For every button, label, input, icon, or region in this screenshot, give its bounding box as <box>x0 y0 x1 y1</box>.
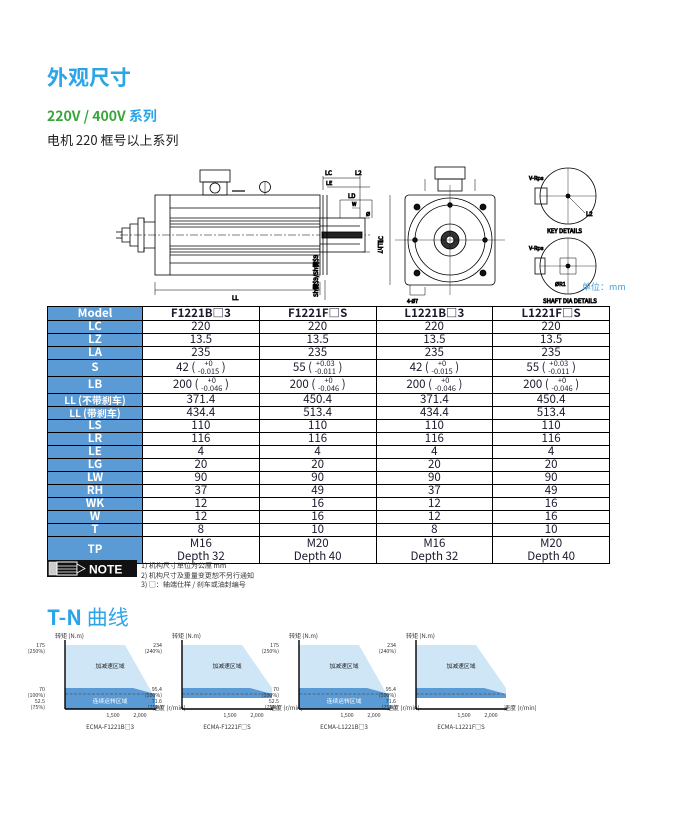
svg-text:加减速区域: 加减速区域 <box>212 661 241 670</box>
svg-text:连续运转区域: 连续运转区域 <box>443 696 478 705</box>
svg-text:加减速区域: 加减速区域 <box>95 661 124 670</box>
svg-text:(240%): (240%) <box>144 647 161 655</box>
svg-text:NOTE: NOTE <box>89 563 122 577</box>
svg-text:(75%): (75%) <box>264 703 279 711</box>
svg-text:转矩 (N.m): 转矩 (N.m) <box>289 631 318 640</box>
svg-text:SHAFT DIA DETAILS: SHAFT DIA DETAILS <box>543 296 597 305</box>
svg-text:连续运转区域: 连续运转区域 <box>326 696 361 705</box>
svg-text:LD: LD <box>348 191 355 200</box>
svg-text:ECMA-F1221F□S: ECMA-F1221F□S <box>203 722 251 731</box>
svg-text:LE: LE <box>326 179 332 187</box>
svg-text:LC: LC <box>376 236 385 243</box>
svg-text:1,500: 1,500 <box>457 711 470 719</box>
svg-text:ECMA-L1221F□S: ECMA-L1221F□S <box>437 722 485 731</box>
svg-text:加减速区域: 加减速区域 <box>446 661 475 670</box>
svg-text:转矩 (N.m): 转矩 (N.m) <box>406 631 435 640</box>
svg-text:(75%): (75%) <box>30 703 45 711</box>
svg-text:KEY DETAILS: KEY DETAILS <box>547 226 582 235</box>
svg-text:转矩 (N.m): 转矩 (N.m) <box>172 631 201 640</box>
svg-text:Sh键$9/Sh键$9: Sh键$9/Sh键$9 <box>311 255 320 297</box>
svg-text:2,000: 2,000 <box>484 711 497 719</box>
svg-text:(240%): (240%) <box>378 647 395 655</box>
svg-text:4-Ø7: 4-Ø7 <box>407 298 418 305</box>
svg-text:L2: L2 <box>586 209 593 218</box>
svg-text:(75%): (75%) <box>147 703 162 711</box>
svg-text:连续运转区域: 连续运转区域 <box>209 696 244 705</box>
svg-text:ECMA-F1221B□3: ECMA-F1221B□3 <box>86 722 134 731</box>
svg-text:速度 (r/min): 速度 (r/min) <box>504 703 536 712</box>
svg-text:(75%): (75%) <box>381 703 396 711</box>
svg-text:(250%): (250%) <box>261 647 278 655</box>
svg-text:V-Rps: V-Rps <box>529 174 544 182</box>
svg-text:LL: LL <box>232 293 239 302</box>
svg-text:(250%): (250%) <box>27 647 44 655</box>
svg-text:1,500: 1,500 <box>223 711 236 719</box>
svg-text:V-Rps: V-Rps <box>529 244 544 252</box>
svg-text:ECMA-L1221B□3: ECMA-L1221B□3 <box>320 722 368 731</box>
svg-text:转矩 (N.m): 转矩 (N.m) <box>55 631 84 640</box>
svg-text:LC: LC <box>325 168 332 177</box>
svg-text:连续运转区域: 连续运转区域 <box>92 696 127 705</box>
svg-text:1,500: 1,500 <box>106 711 119 719</box>
svg-text:ØR1: ØR1 <box>555 280 566 288</box>
svg-text:1,500: 1,500 <box>340 711 353 719</box>
svg-text:加减速区域: 加减速区域 <box>329 661 358 670</box>
svg-text:W: W <box>352 201 357 208</box>
svg-text:L2: L2 <box>355 168 362 177</box>
svg-text:Ø: Ø <box>366 210 370 218</box>
